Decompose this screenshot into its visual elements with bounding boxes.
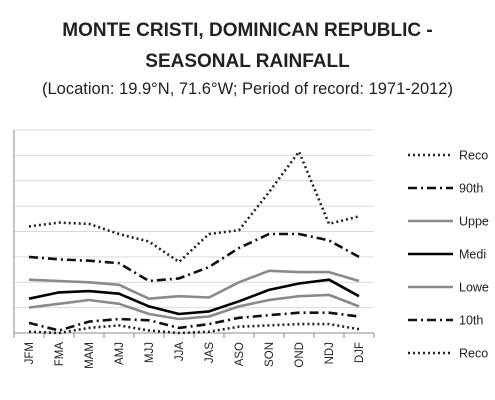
x-tick-label: JFM [24,342,36,364]
series-line-5 [28,311,360,332]
legend-label: Lowe [459,281,489,295]
chart-title-line2: SEASONAL RAINFALL [145,51,350,72]
series-line-4 [28,293,360,321]
x-tick-label: MAM [84,342,96,369]
x-tick-label: SON [264,342,276,367]
x-tick-label: NDJ [324,342,336,364]
series-line-1 [28,232,360,283]
x-tick-label: MJJ [144,342,156,363]
legend-label: 90th [459,182,483,196]
x-tick-label: ASO [234,342,246,366]
series-line-2 [28,269,360,301]
legend-label: Reco [459,149,488,163]
chart-subtitle: (Location: 19.9°N, 71.6°W; Period of rec… [42,80,453,98]
series-line-3 [28,278,360,316]
axes [13,130,375,338]
series-line-6 [28,322,360,335]
legend: Reco 90th Uppe Medi Lowe 10th Reco [408,149,489,361]
x-tick-label: JAS [204,342,216,363]
legend-label: Uppe [459,215,489,229]
series-line-0 [28,150,360,264]
x-tick-label: JJA [174,342,186,362]
x-tick-label: FMA [54,342,66,367]
x-tick-label: AMJ [114,342,126,365]
legend-label: Medi [459,248,486,262]
chart-title-line1: MONTE CRISTI, DOMINICAN REPUBLIC - [62,20,433,41]
legend-label: 10th [459,314,483,328]
x-tick-label: DJF [354,342,366,363]
x-tick-labels: JFM FMA MAM AMJ MJJ JJA JAS ASO SON OND NDJ DJF [24,342,366,369]
legend-label: Reco [459,347,488,361]
series-lines [28,150,360,335]
x-tick-label: OND [294,342,306,368]
